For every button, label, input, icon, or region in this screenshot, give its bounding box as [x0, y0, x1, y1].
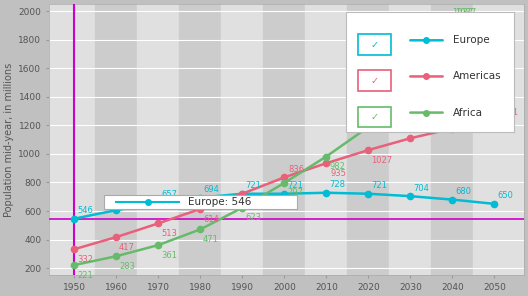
Bar: [389, 4, 431, 275]
Text: 721: 721: [245, 199, 261, 208]
Text: 1189: 1189: [371, 115, 392, 123]
Bar: [221, 4, 263, 275]
Text: 606: 606: [119, 198, 135, 207]
Bar: [431, 4, 474, 275]
Text: 650: 650: [497, 191, 513, 200]
Text: 614: 614: [203, 215, 219, 223]
Bar: [179, 4, 221, 275]
Text: 836: 836: [288, 165, 305, 174]
Text: 332: 332: [77, 255, 93, 264]
Text: 797: 797: [287, 188, 303, 197]
Text: 1178: 1178: [455, 116, 476, 125]
Text: Americas: Americas: [452, 71, 501, 81]
Bar: [263, 4, 305, 275]
Text: 546: 546: [77, 206, 93, 215]
Text: 1027: 1027: [371, 156, 392, 165]
Text: 1937: 1937: [452, 8, 474, 17]
Text: 1420: 1420: [410, 99, 431, 109]
Text: 694: 694: [203, 185, 219, 194]
FancyBboxPatch shape: [357, 107, 391, 128]
Bar: [49, 4, 95, 275]
Bar: [137, 4, 179, 275]
FancyBboxPatch shape: [357, 34, 391, 55]
Text: 721: 721: [245, 181, 261, 190]
Text: Europe: 546: Europe: 546: [187, 197, 251, 207]
Text: Africa: Africa: [452, 107, 483, 118]
Text: 680: 680: [455, 187, 471, 196]
Text: ✓: ✓: [370, 76, 379, 86]
Bar: [95, 4, 137, 275]
Text: 935: 935: [331, 169, 346, 178]
Text: 1110: 1110: [413, 126, 434, 135]
Text: ✓: ✓: [370, 40, 379, 50]
Text: Europe: Europe: [452, 35, 489, 45]
Text: 283: 283: [119, 262, 135, 271]
Text: 721: 721: [371, 181, 387, 190]
Text: 721: 721: [287, 181, 303, 190]
Text: 657: 657: [161, 190, 177, 199]
Text: 728: 728: [329, 180, 345, 189]
Bar: [474, 4, 524, 275]
Text: ✓: ✓: [370, 112, 379, 122]
FancyBboxPatch shape: [103, 195, 297, 209]
Text: 361: 361: [161, 251, 177, 260]
Text: 1937: 1937: [455, 8, 476, 17]
Text: 982: 982: [329, 162, 345, 171]
Text: 513: 513: [161, 229, 177, 238]
Bar: [347, 4, 389, 275]
Text: 221: 221: [77, 271, 93, 279]
FancyBboxPatch shape: [346, 12, 514, 131]
Text: 704: 704: [413, 184, 429, 193]
Y-axis label: Population mid-year, in millions: Population mid-year, in millions: [4, 62, 14, 217]
Text: 1231: 1231: [497, 108, 518, 118]
Text: 623: 623: [245, 213, 261, 222]
FancyBboxPatch shape: [357, 70, 391, 91]
Text: 417: 417: [119, 243, 135, 252]
Bar: [305, 4, 347, 275]
Text: 471: 471: [203, 235, 219, 244]
